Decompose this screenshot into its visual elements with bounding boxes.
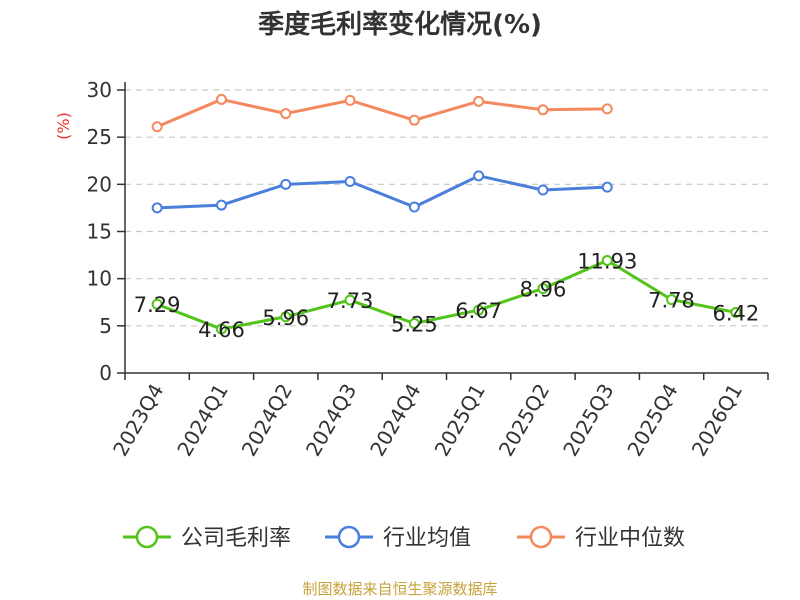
data-point (151, 121, 163, 133)
y-tick-label: 30 (87, 78, 112, 102)
x-tick-label: 2024Q2 (237, 380, 297, 461)
data-labels: 7.29 4.66 5.96 7.73 5.25 6.67 8.96 11.93 7.78 6.4… (134, 249, 759, 342)
gridlines (125, 89, 768, 327)
data-label: 4.66 (198, 318, 245, 342)
data-point (215, 93, 227, 105)
data-point (151, 202, 163, 214)
legend-label: 公司毛利率 (181, 526, 291, 551)
data-label: 5.25 (391, 312, 438, 336)
axes: 0 5 10 15 20 25 30 2023Q4 2024Q1 2024Q2 2024Q3 2024… (87, 78, 769, 461)
data-point (537, 184, 549, 196)
x-tick-label: 2025Q4 (622, 380, 682, 461)
x-tick-label: 2024Q3 (301, 380, 361, 461)
legend-item[interactable]: 行业中位数 (517, 525, 685, 551)
data-point (344, 94, 356, 106)
legend-marker (337, 525, 361, 549)
source-note: 制图数据来自恒生聚源数据库 (302, 580, 497, 598)
legend-label: 行业中位数 (575, 526, 685, 551)
data-point (151, 298, 163, 310)
data-label: 8.96 (520, 277, 567, 301)
y-tick-label: 5 (99, 314, 112, 338)
data-point (408, 114, 420, 126)
data-label: 6.67 (455, 299, 502, 323)
data-point (666, 294, 678, 306)
data-label: 6.42 (712, 301, 759, 325)
x-tick-label: 2026Q1 (687, 380, 747, 461)
series-line (157, 174, 608, 210)
legend-label: 行业均值 (383, 526, 471, 551)
y-tick-label: 15 (87, 220, 112, 244)
legend-item[interactable]: 行业均值 (325, 525, 471, 551)
x-tick-label: 2025Q1 (430, 380, 490, 461)
data-point (730, 306, 742, 318)
data-point (344, 176, 356, 188)
data-label: 11.93 (577, 249, 637, 273)
chart-title: 季度毛利率变化情况(%) (258, 9, 542, 40)
x-tick-label: 2025Q2 (494, 380, 554, 461)
data-point (473, 95, 485, 107)
y-tick-label: 10 (87, 267, 112, 291)
data-label: 5.96 (262, 306, 309, 330)
data-point (473, 304, 485, 316)
data-point (280, 108, 292, 120)
data-point (280, 311, 292, 323)
data-label: 7.78 (648, 289, 695, 313)
y-axis-unit-label: (%) (54, 112, 73, 140)
x-tick-label: 2024Q4 (365, 380, 425, 461)
y-tick-label: 20 (87, 172, 112, 196)
legend: 公司毛利率 行业均值 行业中位数 (123, 525, 685, 551)
x-tick-label: 2025Q3 (558, 380, 618, 461)
data-point (408, 201, 420, 213)
data-point (215, 199, 227, 211)
x-tick-label: 2023Q4 (108, 380, 168, 461)
data-point (537, 104, 549, 116)
x-tick-label: 2024Q1 (172, 380, 232, 461)
legend-item[interactable]: 公司毛利率 (123, 525, 291, 551)
data-point (215, 323, 227, 335)
series-line (156, 97, 608, 129)
y-tick-label: 25 (87, 125, 112, 149)
data-point (408, 317, 420, 329)
data-point (473, 170, 485, 182)
data-point (601, 254, 613, 266)
series-line (156, 258, 737, 331)
data-point (537, 282, 549, 294)
data-point (601, 103, 613, 115)
data-point (280, 178, 292, 190)
legend-marker (529, 525, 553, 549)
data-point (344, 294, 356, 306)
data-label: 7.73 (327, 289, 374, 313)
legend-marker (135, 525, 159, 549)
series-lines (151, 93, 742, 335)
y-tick-label: 0 (99, 361, 112, 385)
data-label: 7.29 (134, 293, 181, 317)
data-point (601, 181, 613, 193)
